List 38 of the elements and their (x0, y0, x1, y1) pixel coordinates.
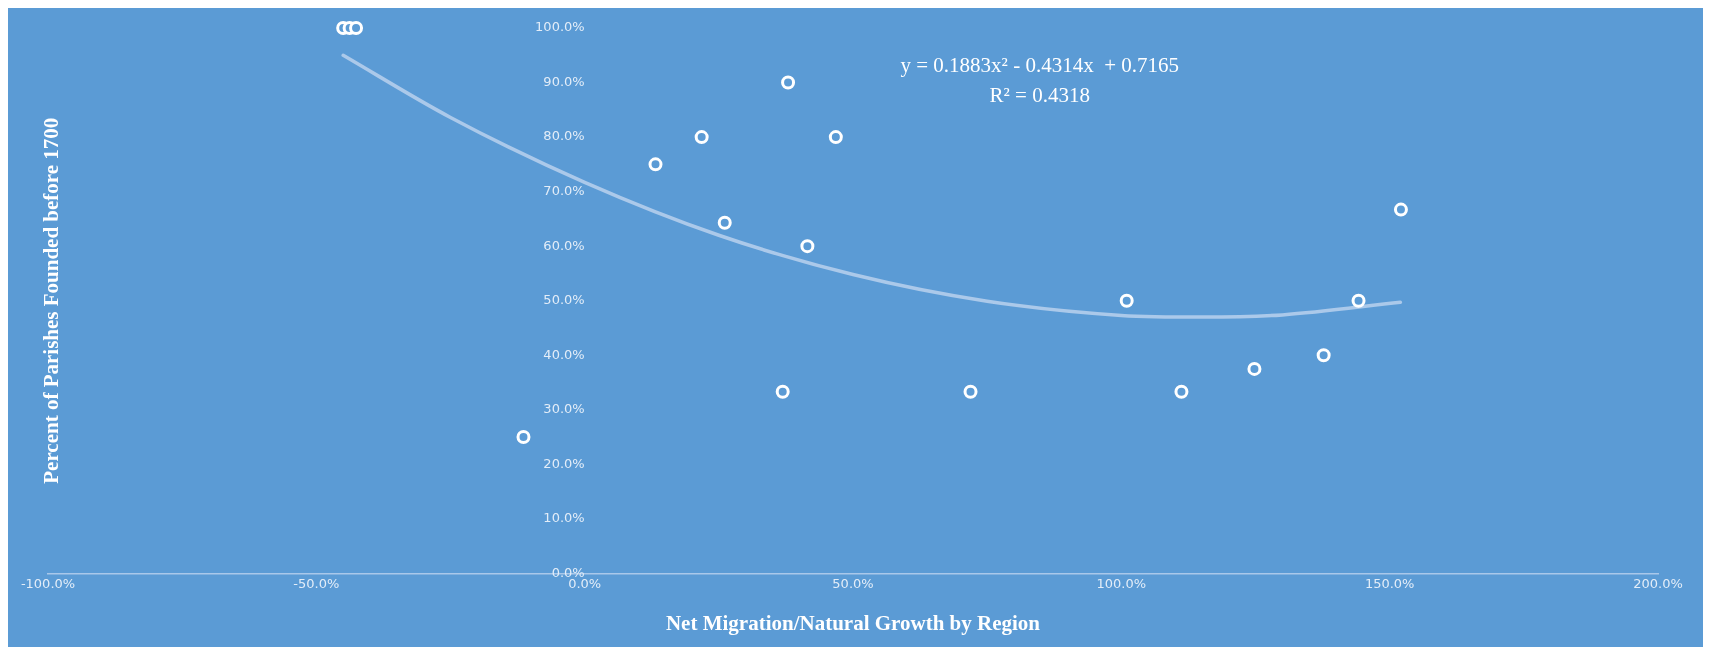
point (1119, 293, 1134, 308)
y-tick-label: 70.0% (543, 182, 585, 198)
x-tick-label: 200.0% (1633, 575, 1683, 591)
point (828, 130, 843, 145)
line-series (341, 53, 1403, 319)
y-tick-label: 90.0% (543, 73, 585, 89)
point (1247, 361, 1262, 376)
point (775, 384, 790, 399)
x-axis-title: Net Migration/Natural Growth by Region (665, 611, 1041, 636)
x-tick-label: 100.0% (1096, 575, 1147, 591)
y-tick-label: 40.0% (543, 346, 585, 362)
y-tick-label: 50.0% (543, 292, 585, 308)
point (1174, 384, 1189, 399)
x-tick-label: 50.0% (832, 575, 874, 591)
point (1393, 202, 1408, 217)
point (648, 157, 663, 172)
x-tick-label: 150.0% (1364, 575, 1415, 591)
point (717, 215, 732, 230)
x-tick-label: -100.0% (20, 575, 76, 591)
x-tick-label: 0.0% (568, 575, 602, 591)
y-tick-label: 100.0% (535, 19, 585, 35)
point (694, 130, 709, 145)
y-tick-label: 10.0% (543, 510, 585, 526)
annotation: R² = 0.4318 (989, 82, 1090, 107)
point (781, 75, 796, 90)
y-axis-title: Percent of Parishes Founded before 1700 (39, 117, 64, 484)
point (800, 239, 815, 254)
point (1316, 348, 1331, 363)
point (349, 21, 364, 35)
point (963, 384, 978, 399)
x-tick-label: -50.0% (293, 575, 340, 591)
y-tick-label: 20.0% (543, 455, 585, 471)
annotation: y = 0.1883x² - 0.4314x + 0.7165 (900, 52, 1179, 77)
y-tick-label: 60.0% (543, 237, 585, 253)
point (516, 430, 531, 445)
point (1351, 293, 1366, 308)
y-tick-label: 80.0% (543, 128, 585, 144)
y-tick-label: 30.0% (543, 401, 585, 417)
